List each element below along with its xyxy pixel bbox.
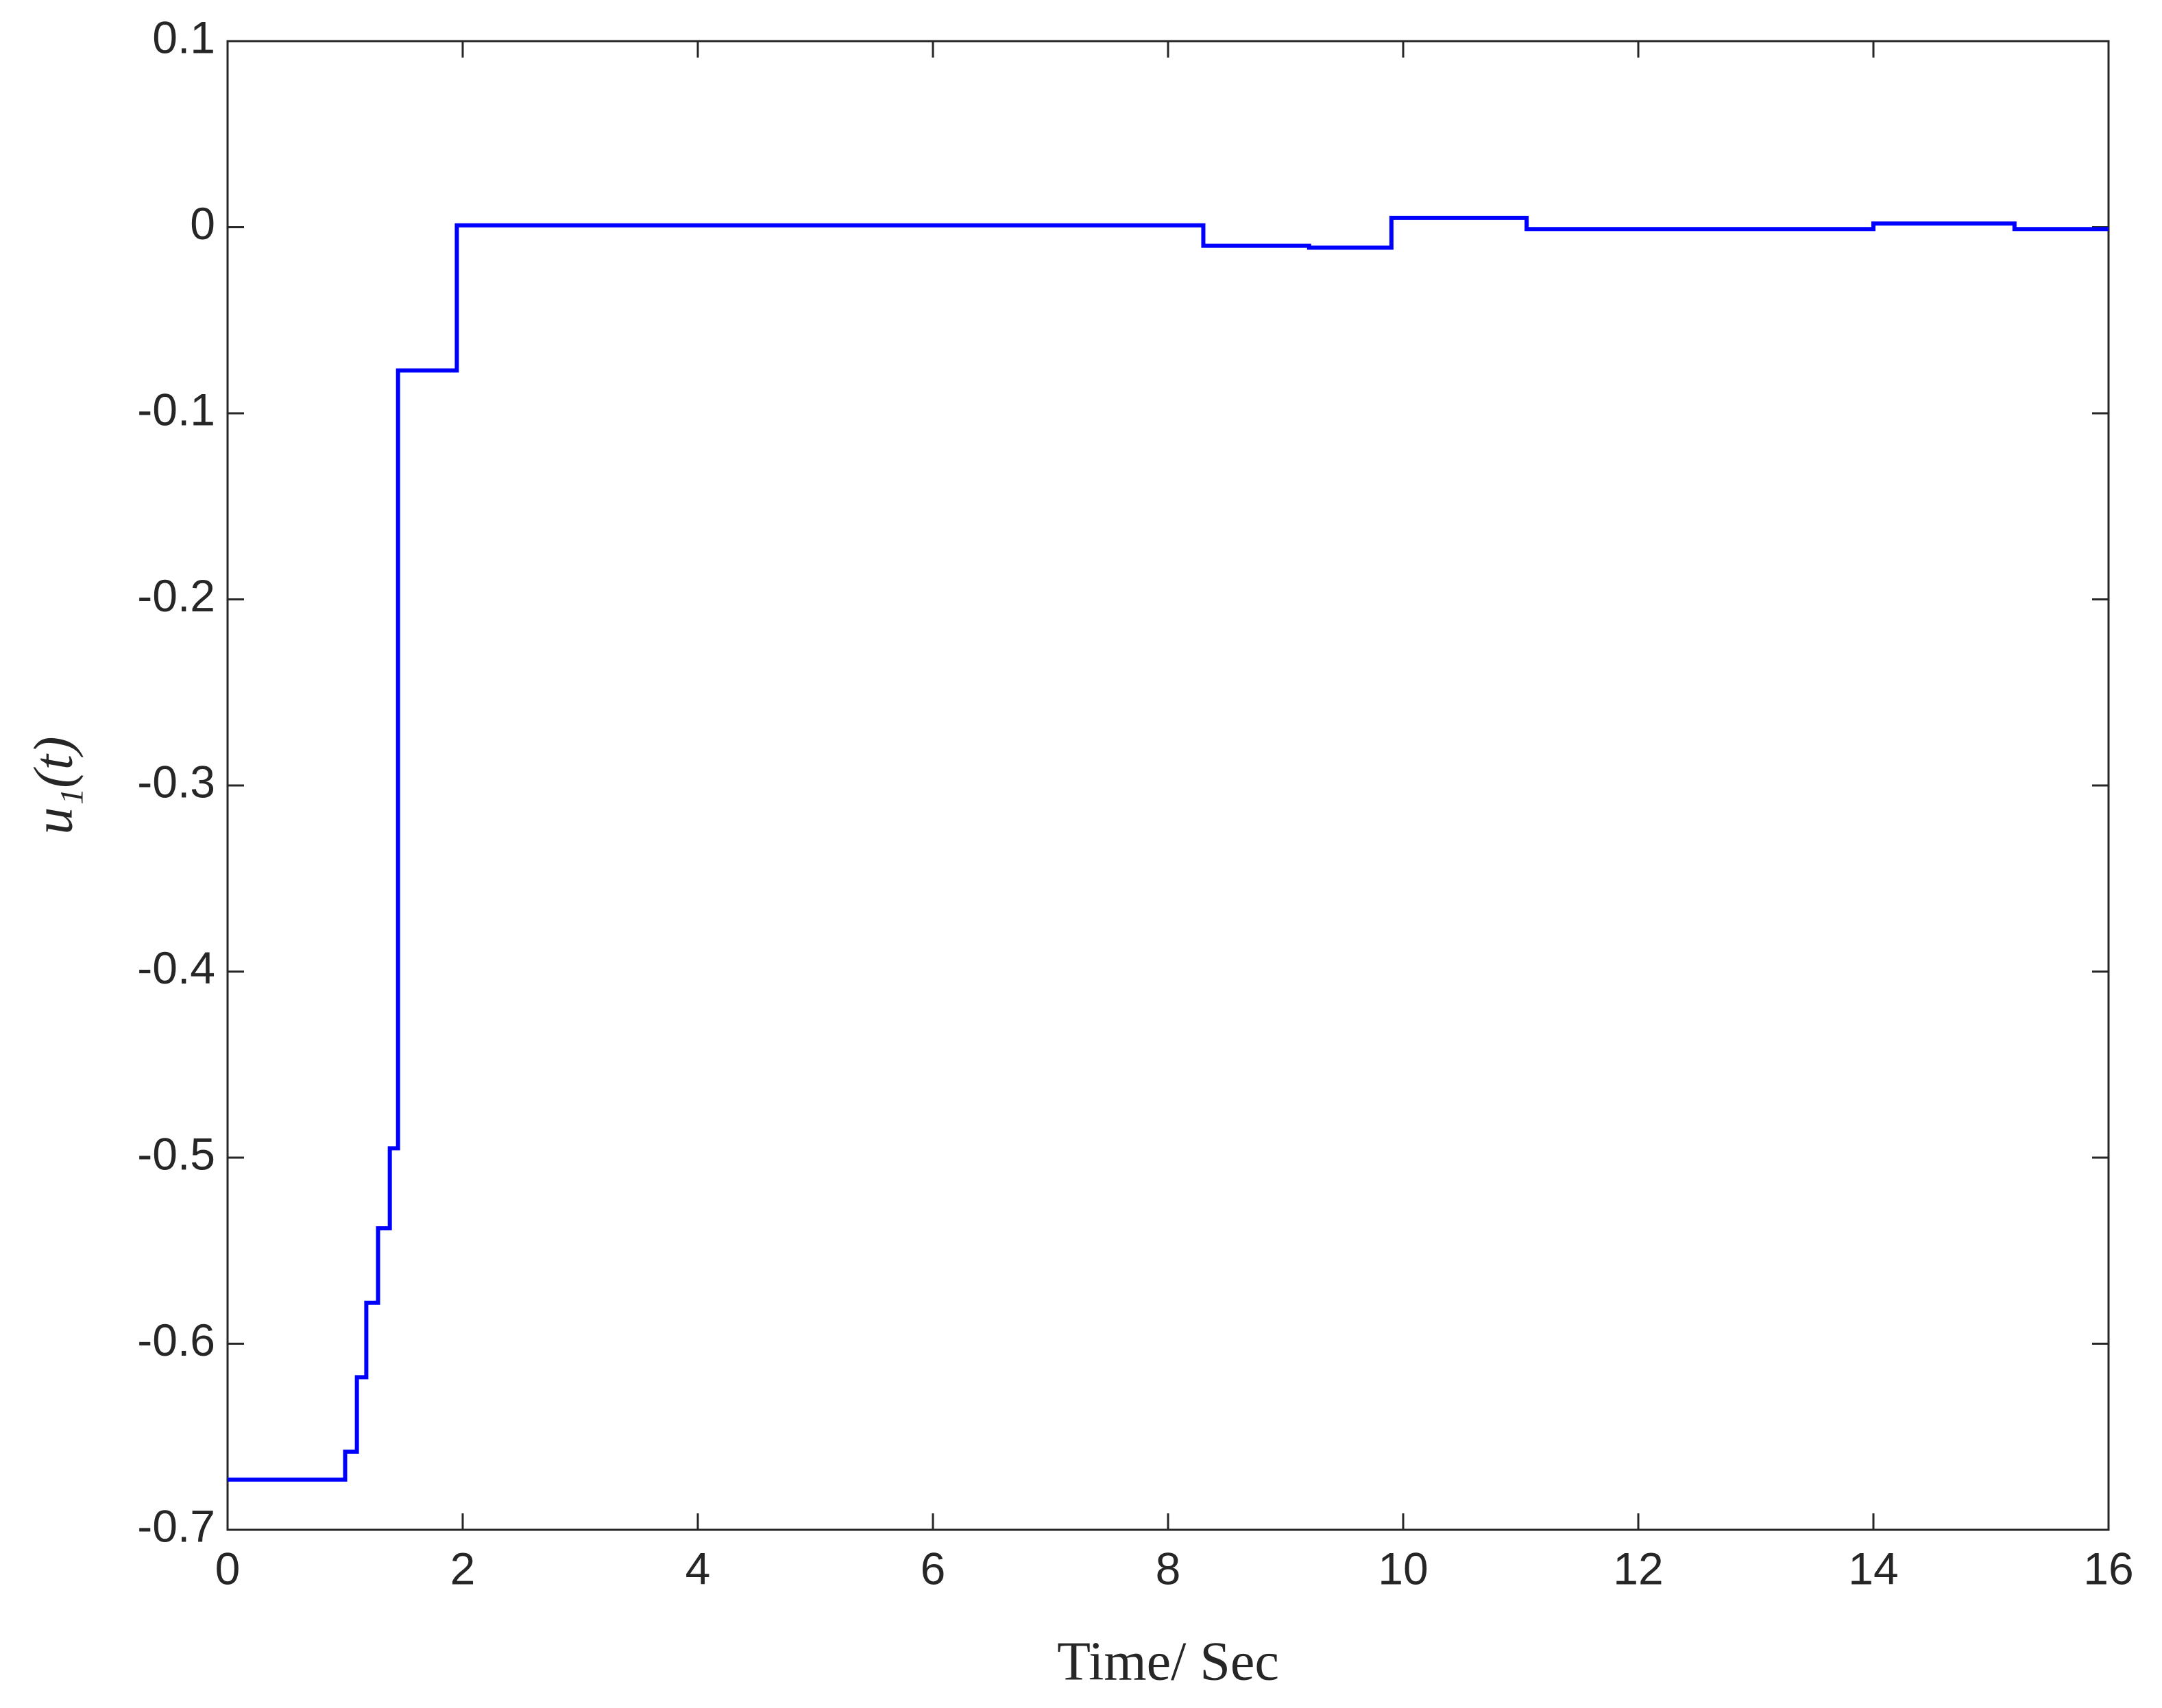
y-tick-label: -0.1 — [137, 384, 215, 435]
y-tick-label: -0.3 — [137, 756, 215, 807]
x-tick-label: 2 — [450, 1543, 476, 1594]
y-tick-label: -0.7 — [137, 1500, 215, 1551]
y-tick-label: -0.4 — [137, 942, 215, 993]
y-tick-label: 0.1 — [152, 12, 215, 62]
x-tick-label: 14 — [1848, 1543, 1898, 1594]
y-axis-label: u₁(t) — [23, 736, 84, 834]
x-tick-label: 0 — [215, 1543, 241, 1594]
x-tick-label: 4 — [685, 1543, 711, 1594]
x-axis-label: Time/ Sec — [1057, 1631, 1279, 1692]
y-tick-label: -0.2 — [137, 570, 215, 621]
y-tick-label: -0.5 — [137, 1128, 215, 1179]
x-tick-label: 12 — [1613, 1543, 1663, 1594]
x-tick-label: 6 — [921, 1543, 946, 1594]
y-tick-label: 0 — [190, 198, 215, 249]
x-tick-label: 8 — [1156, 1543, 1181, 1594]
x-tick-label: 10 — [1378, 1543, 1428, 1594]
x-tick-label: 16 — [2083, 1543, 2133, 1594]
y-tick-label: -0.6 — [137, 1315, 215, 1365]
plot-area — [226, 40, 2110, 1531]
data-line — [228, 215, 2109, 1482]
